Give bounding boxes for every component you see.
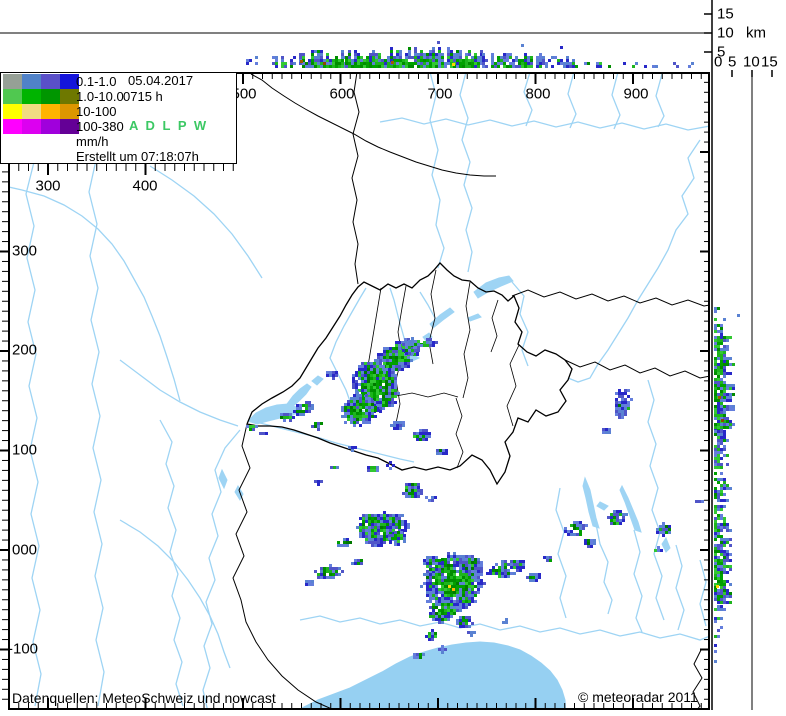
legend-swatch-row <box>3 74 79 89</box>
legend-swatch <box>41 74 60 89</box>
map-content <box>9 73 709 709</box>
river <box>567 139 701 383</box>
river <box>633 529 643 633</box>
lake <box>582 476 600 529</box>
legend-swatch <box>60 89 79 104</box>
river <box>159 419 184 707</box>
lake <box>467 313 482 322</box>
river <box>655 73 665 128</box>
legend-swatch <box>41 119 60 134</box>
border-line <box>428 269 437 365</box>
lake <box>422 332 433 342</box>
legend-range-3: 10-100 <box>76 104 117 119</box>
river <box>9 186 181 402</box>
lake <box>473 275 514 299</box>
lake <box>218 468 228 490</box>
legend-panel: 0.1-1.0 05.04.2017 1.0-10.0 0715 h 10-10… <box>0 72 237 164</box>
precipitation-cells <box>246 337 704 659</box>
legend-swatch <box>22 89 41 104</box>
river <box>523 73 533 127</box>
border-line <box>351 73 360 285</box>
river <box>595 523 613 615</box>
river <box>119 359 239 427</box>
right-profile-cells <box>714 307 740 663</box>
legend-unit: mm/h <box>76 134 109 149</box>
border-line <box>490 299 499 353</box>
legend-swatch <box>3 74 22 89</box>
copyright-label: © meteoradar 2011 <box>578 689 698 705</box>
legend-swatch <box>3 104 22 119</box>
river <box>149 165 263 279</box>
lake <box>596 501 609 511</box>
river <box>429 73 445 269</box>
lake <box>619 484 642 533</box>
border-line <box>455 397 464 469</box>
data-sources-label: Datenquellen: MeteoSchweiz und nowcast <box>12 690 276 706</box>
border-line <box>564 359 709 379</box>
river <box>329 287 367 408</box>
river <box>511 281 529 367</box>
river <box>255 421 415 463</box>
legend-range-2: 1.0-10.0 <box>76 89 124 104</box>
river <box>379 117 709 131</box>
legend-swatch <box>41 89 60 104</box>
lake <box>311 375 324 386</box>
border-line <box>250 73 496 177</box>
river <box>567 73 577 129</box>
river <box>419 291 437 321</box>
river <box>675 544 685 631</box>
legend-date: 05.04.2017 <box>128 73 194 88</box>
lake <box>661 536 671 553</box>
legend-swatch-row <box>3 104 79 119</box>
border-line <box>246 262 573 486</box>
river <box>699 559 707 627</box>
top-profile-cells <box>246 41 694 68</box>
river <box>611 73 621 130</box>
river <box>119 519 231 669</box>
legend-swatch <box>22 74 41 89</box>
river <box>555 487 567 619</box>
river <box>299 615 709 641</box>
sea-area <box>298 641 567 709</box>
border-line <box>462 281 471 399</box>
lake <box>429 307 455 329</box>
legend-swatch <box>60 104 79 119</box>
legend-time: 0715 h <box>123 89 163 104</box>
legend-swatch <box>3 119 22 134</box>
legend-swatch-row <box>3 119 79 134</box>
legend-swatch <box>60 74 79 89</box>
border-line <box>506 344 520 427</box>
river <box>202 429 241 709</box>
border-line <box>511 289 709 307</box>
legend-range-4: 100-380 <box>76 119 124 134</box>
border-line <box>692 649 703 709</box>
legend-model-letters: A D L P W <box>129 118 209 133</box>
legend-swatch <box>60 119 79 134</box>
legend-swatch <box>22 104 41 119</box>
legend-swatch <box>41 104 60 119</box>
legend-swatch <box>3 89 22 104</box>
river <box>87 73 105 707</box>
border-line <box>232 423 333 709</box>
legend-created: Erstellt um 07:18:07h <box>76 149 199 164</box>
river <box>647 379 665 621</box>
legend-range-1: 0.1-1.0 <box>76 74 117 89</box>
river <box>25 73 42 707</box>
legend-swatch-row <box>3 89 79 104</box>
lake <box>286 383 312 408</box>
legend-swatch <box>22 119 41 134</box>
river <box>459 73 473 273</box>
